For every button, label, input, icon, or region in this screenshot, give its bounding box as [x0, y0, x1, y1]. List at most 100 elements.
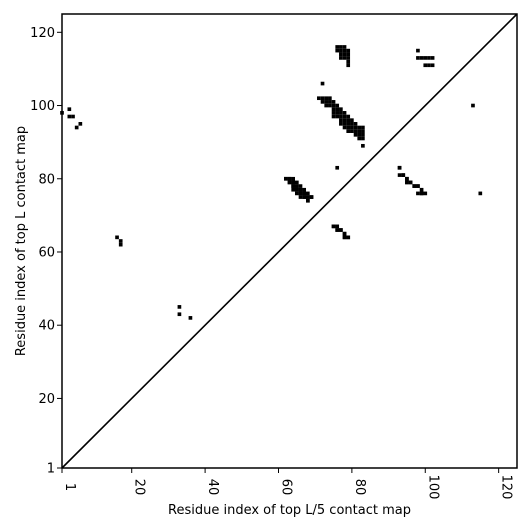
contact-point	[298, 184, 303, 188]
contact-point	[295, 184, 299, 188]
contact-point	[416, 48, 420, 53]
contact-point	[339, 114, 343, 119]
contact-point	[342, 111, 347, 115]
contact-point	[346, 122, 351, 126]
contact-point	[419, 191, 424, 196]
contact-point	[353, 129, 358, 133]
x-tick-label: 100	[425, 475, 440, 500]
contact-point	[350, 122, 354, 126]
x-tick-label: 80	[352, 479, 367, 496]
x-tick-label: 120	[499, 475, 514, 500]
contact-point	[320, 81, 325, 86]
y-tick-label: 120	[30, 26, 55, 41]
contact-point	[423, 63, 428, 68]
contact-point	[331, 114, 336, 119]
contact-point	[342, 114, 347, 119]
contact-point	[416, 184, 420, 188]
contact-point	[339, 45, 343, 49]
contact-point	[328, 103, 332, 108]
contact-point	[302, 195, 307, 199]
y-tick-label: 80	[38, 172, 55, 187]
contact-point	[346, 118, 351, 123]
contact-point	[408, 180, 413, 185]
contact-point	[353, 125, 358, 130]
contact-point	[350, 125, 354, 130]
contact-point	[291, 176, 295, 181]
contact-point	[342, 235, 347, 240]
contact-point	[339, 56, 343, 60]
contact-point	[350, 118, 354, 123]
contact-point	[335, 114, 340, 119]
contact-point	[298, 187, 303, 192]
contact-point	[342, 118, 347, 123]
contact-point	[177, 305, 182, 309]
contact-point	[320, 100, 325, 104]
contact-point	[405, 176, 409, 181]
contact-point	[324, 100, 329, 104]
contact-point	[298, 191, 303, 196]
contact-point	[471, 103, 475, 108]
contact-point	[339, 228, 343, 232]
contact-point	[430, 56, 435, 60]
contact-point	[361, 129, 365, 133]
contact-point	[478, 191, 483, 196]
contact-point	[335, 228, 340, 232]
x-tick-label: 40	[205, 479, 220, 496]
contact-point	[361, 132, 365, 137]
contact-point	[353, 122, 358, 126]
contact-point	[342, 48, 347, 53]
contact-point	[331, 111, 336, 115]
y-axis-label: Residue index of top L contact map	[14, 126, 29, 356]
contact-point	[118, 239, 123, 243]
contact-point	[342, 122, 347, 126]
x-axis-ticks: 1 20 40 60 80 100 120	[61, 468, 514, 500]
contact-point	[295, 191, 299, 196]
contact-point	[302, 191, 307, 196]
contact-point	[397, 173, 402, 177]
contact-point	[324, 96, 329, 101]
contact-point	[361, 136, 365, 141]
y-tick-label: 100	[30, 99, 55, 114]
contact-point	[346, 114, 351, 119]
contact-point	[317, 96, 321, 101]
contact-point	[346, 235, 351, 240]
contact-point	[309, 195, 314, 199]
contact-point	[295, 187, 299, 192]
contact-point	[287, 176, 292, 181]
contact-point	[342, 125, 347, 130]
contact-point	[328, 100, 332, 104]
contact-point	[335, 165, 340, 170]
contact-point	[342, 56, 347, 60]
contact-point	[350, 129, 354, 133]
contact-point	[346, 59, 351, 64]
contact-point	[331, 107, 336, 112]
contact-point	[335, 224, 340, 229]
contact-point	[306, 191, 310, 196]
contact-point	[346, 125, 351, 130]
contact-point	[346, 63, 351, 68]
x-tick-label: 1	[62, 483, 77, 491]
contact-point	[71, 114, 75, 119]
contact-point	[397, 165, 402, 170]
contact-point	[291, 184, 295, 188]
x-axis-label: Residue index of top L/5 contact map	[168, 503, 411, 518]
contact-point	[405, 180, 409, 185]
contact-point	[357, 125, 362, 130]
contact-point	[331, 224, 336, 229]
contact-point	[320, 96, 325, 101]
contact-point	[423, 191, 428, 196]
contact-point	[177, 312, 182, 317]
diagonal-line	[61, 13, 518, 469]
x-tick-label: 60	[278, 479, 293, 496]
y-tick-label: 20	[38, 392, 55, 407]
contact-point	[416, 191, 420, 196]
contact-point	[298, 195, 303, 199]
contact-point	[342, 52, 347, 57]
contact-point	[346, 129, 351, 133]
contact-point	[287, 180, 292, 185]
contact-point	[339, 111, 343, 115]
contact-point	[291, 180, 295, 185]
contact-point	[401, 173, 406, 177]
contact-point	[74, 125, 79, 130]
